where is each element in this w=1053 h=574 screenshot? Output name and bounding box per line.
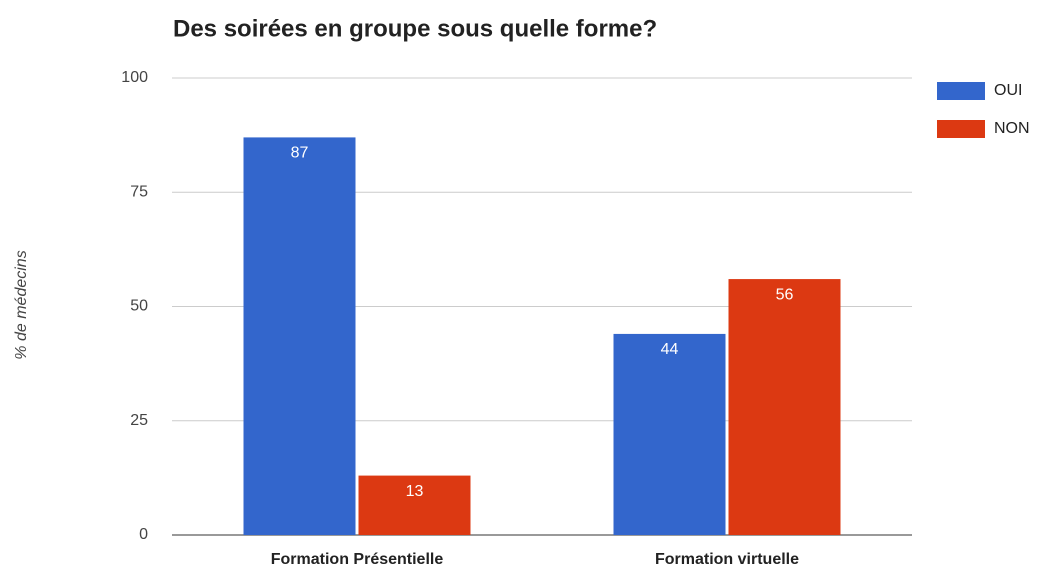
data-label: 87 (291, 145, 309, 162)
data-label: 56 (776, 286, 794, 303)
chart-title: Des soirées en groupe sous quelle forme? (173, 15, 657, 42)
legend-label: OUI (994, 82, 1022, 99)
x-tick-label: Formation Présentielle (271, 551, 444, 568)
y-tick-label: 25 (130, 412, 148, 429)
bar (728, 279, 841, 535)
legend-label: NON (994, 120, 1030, 137)
y-tick-label: 75 (130, 183, 148, 200)
legend-swatch (937, 120, 985, 138)
bar (243, 137, 356, 535)
y-tick-label: 100 (121, 69, 148, 86)
bar (358, 475, 471, 535)
y-tick-label: 0 (139, 526, 148, 543)
legend-swatch (937, 82, 985, 100)
data-label: 44 (661, 341, 679, 358)
y-tick-label: 50 (130, 298, 148, 315)
x-tick-label: Formation virtuelle (655, 551, 799, 568)
y-axis-label: % de médecins (13, 250, 30, 359)
data-label: 13 (406, 483, 424, 500)
bar (613, 333, 726, 535)
